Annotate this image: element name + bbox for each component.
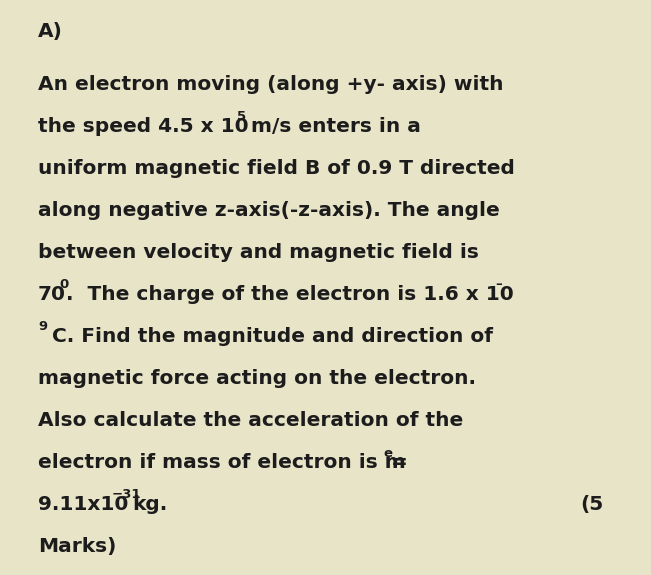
Text: 70: 70	[38, 285, 66, 304]
Text: between velocity and magnetic field is: between velocity and magnetic field is	[38, 243, 479, 262]
Text: .  The charge of the electron is 1.6 x 10: . The charge of the electron is 1.6 x 10	[66, 285, 514, 304]
Text: Also calculate the acceleration of the: Also calculate the acceleration of the	[38, 411, 464, 430]
Text: uniform magnetic field B of 0.9 T directed: uniform magnetic field B of 0.9 T direct…	[38, 159, 515, 178]
Text: −31: −31	[111, 488, 141, 501]
Text: kg.: kg.	[132, 495, 167, 514]
Text: 9.11x10: 9.11x10	[38, 495, 128, 514]
Text: A): A)	[38, 22, 63, 41]
Text: 9: 9	[38, 320, 47, 333]
Text: 0: 0	[59, 278, 68, 291]
Text: 5: 5	[237, 110, 246, 123]
Text: –: –	[495, 278, 502, 291]
Text: An electron moving (along +y- axis) with: An electron moving (along +y- axis) with	[38, 75, 503, 94]
Text: =: =	[391, 453, 408, 472]
Text: e: e	[383, 447, 393, 460]
Text: along negative z-axis(-z-axis). The angle: along negative z-axis(-z-axis). The angl…	[38, 201, 500, 220]
Text: magnetic force acting on the electron.: magnetic force acting on the electron.	[38, 369, 476, 388]
Text: the speed 4.5 x 10: the speed 4.5 x 10	[38, 117, 256, 136]
Text: (5: (5	[580, 495, 603, 514]
Text: C. Find the magnitude and direction of: C. Find the magnitude and direction of	[45, 327, 493, 346]
Text: m/s enters in a: m/s enters in a	[244, 117, 421, 136]
Text: Marks): Marks)	[38, 537, 117, 556]
Text: electron if mass of electron is m: electron if mass of electron is m	[38, 453, 406, 472]
